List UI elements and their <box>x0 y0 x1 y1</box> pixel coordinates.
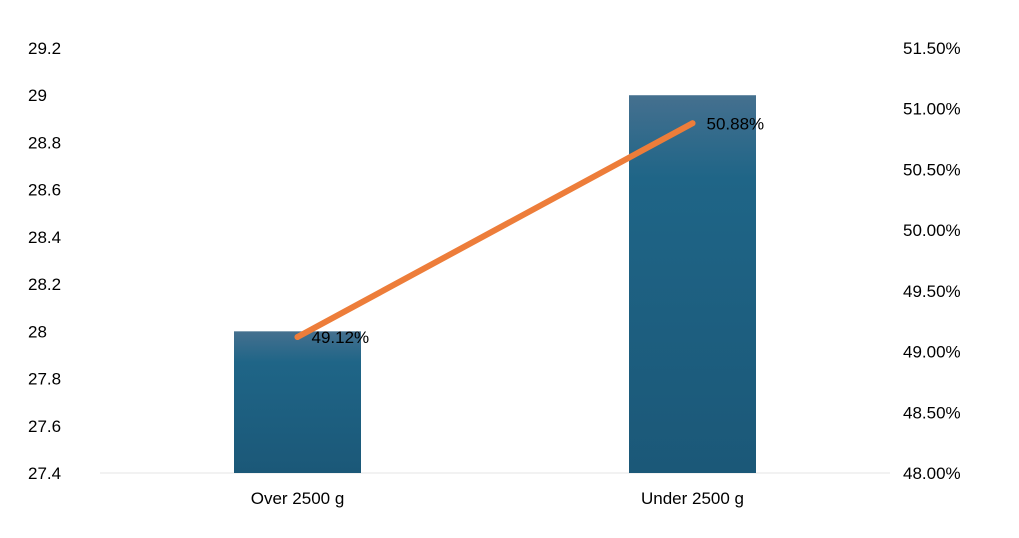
right-y-axis: 51.50% 51.00% 50.50% 50.00% 49.50% 49.00% 48.5… <box>903 39 961 483</box>
category-label: Under 2500 g <box>641 489 744 508</box>
left-tick-label: 28.4 <box>28 228 61 247</box>
line-series <box>294 120 696 340</box>
right-tick-label: 48.50% <box>903 403 961 422</box>
left-tick-label: 28 <box>28 322 47 341</box>
right-tick-label: 49.50% <box>903 282 961 301</box>
left-tick-label: 28.8 <box>28 133 61 152</box>
right-tick-label: 50.00% <box>903 221 961 240</box>
bar <box>234 331 361 473</box>
x-axis-categories: Over 2500 g Under 2500 g <box>251 489 744 508</box>
right-tick-label: 48.00% <box>903 464 961 483</box>
line-data-label: 50.88% <box>707 114 765 133</box>
left-tick-label: 29.2 <box>28 39 61 58</box>
left-tick-label: 28.6 <box>28 181 61 200</box>
left-tick-label: 29 <box>28 86 47 105</box>
right-tick-label: 51.50% <box>903 39 961 58</box>
right-tick-label: 50.50% <box>903 160 961 179</box>
right-tick-label: 49.00% <box>903 343 961 362</box>
line-data-label: 49.12% <box>312 328 370 347</box>
left-y-axis: 29.2 29 28.8 28.6 28.4 28.2 28 27.8 27.6 27.4 <box>28 39 61 483</box>
left-tick-label: 27.8 <box>28 370 61 389</box>
line-point <box>294 334 301 340</box>
line-path <box>294 120 696 340</box>
left-tick-label: 27.4 <box>28 464 61 483</box>
category-label: Over 2500 g <box>251 489 345 508</box>
left-tick-label: 28.2 <box>28 275 61 294</box>
left-tick-label: 27.6 <box>28 417 61 436</box>
bar <box>629 95 756 473</box>
right-tick-label: 51.00% <box>903 100 961 119</box>
bar-series <box>234 95 756 473</box>
line-point <box>689 120 696 127</box>
line-data-labels: 49.12% 50.88% <box>312 114 765 347</box>
